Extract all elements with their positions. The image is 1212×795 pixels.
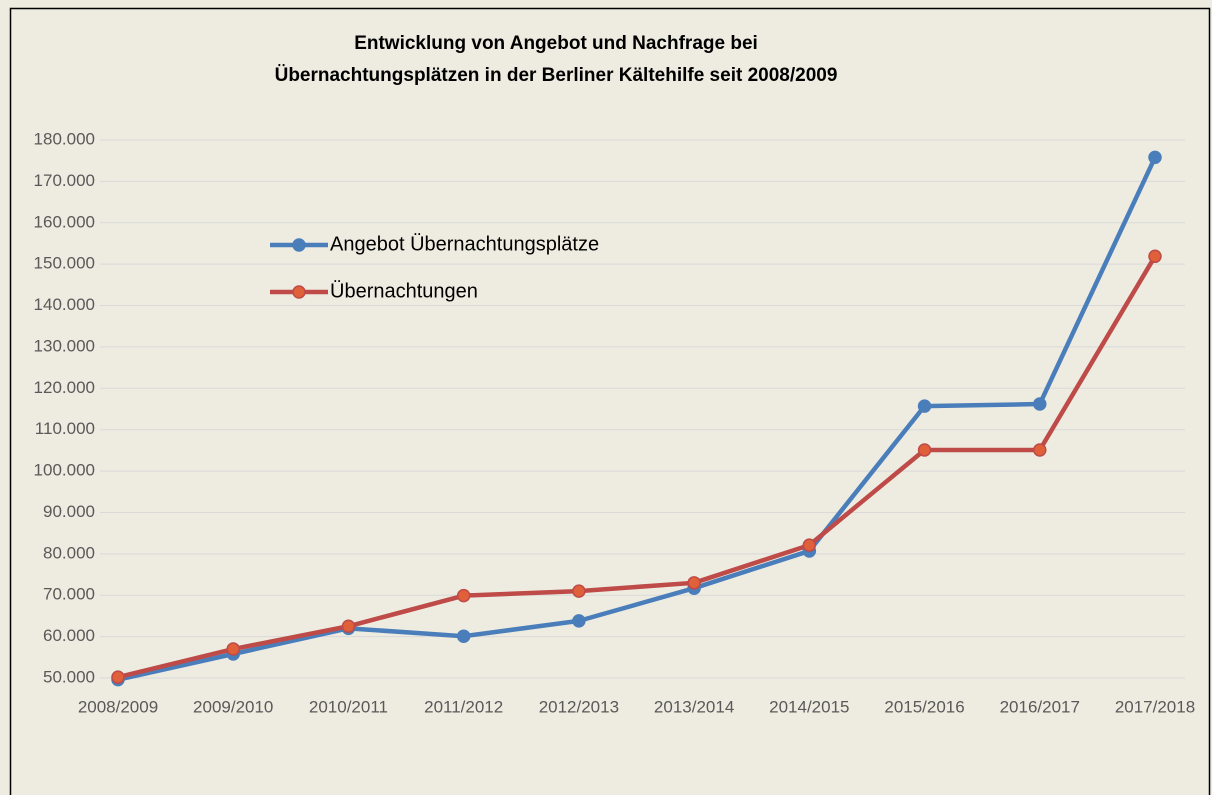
data-point [572,584,586,598]
x-tick-label: 2011/2012 [424,697,503,716]
y-tick-label: 100.000 [34,461,95,480]
data-point [341,619,356,634]
y-tick-label: 120.000 [34,378,95,397]
y-tick-label: 180.000 [34,129,95,148]
x-tick-label: 2010/2011 [309,697,388,716]
y-tick-label: 150.000 [34,254,95,273]
data-point [1033,397,1047,411]
x-tick-label: 2012/2013 [539,697,619,716]
y-tick-label: 90.000 [43,502,95,521]
data-point [111,670,125,684]
chart-title: Entwicklung von Angebot und Nachfrage be… [354,33,758,54]
series-line [117,156,1158,682]
x-tick-label: 2013/2014 [654,697,734,716]
y-tick-label: 50.000 [43,667,95,686]
y-tick-label: 160.000 [34,212,95,231]
y-tick-label: 60.000 [43,626,95,645]
y-tick-label: 130.000 [34,336,95,355]
data-point [802,538,817,552]
y-tick-label: 140.000 [34,295,95,314]
data-point [456,588,471,603]
data-point [917,399,932,413]
legend-label: Übernachtungen [330,280,478,302]
data-point [1148,150,1162,165]
data-point [1148,249,1162,264]
y-tick-label: 80.000 [43,543,95,562]
x-tick-label: 2017/2018 [1115,697,1195,716]
legend-label: Angebot Übernachtungsplätze [330,233,599,255]
x-tick-label: 2008/2009 [78,697,158,716]
data-point [687,576,701,590]
chart-title: Übernachtungsplätzen in der Berliner Käl… [275,65,838,86]
x-tick-label: 2014/2015 [769,697,849,716]
legend-marker [292,238,306,252]
y-tick-label: 110.000 [35,419,95,438]
data-point [917,443,932,457]
data-point [456,629,471,643]
y-tick-label: 170.000 [34,171,95,190]
data-point [1033,443,1047,457]
data-point [572,614,586,628]
legend-marker [292,285,306,299]
x-tick-label: 2009/2010 [193,697,273,716]
series-line [117,255,1157,680]
x-tick-label: 2016/2017 [1000,697,1080,716]
data-point [226,642,240,656]
y-tick-label: 70.000 [43,585,95,604]
x-tick-label: 2015/2016 [884,697,964,716]
chart-border [9,7,1211,795]
